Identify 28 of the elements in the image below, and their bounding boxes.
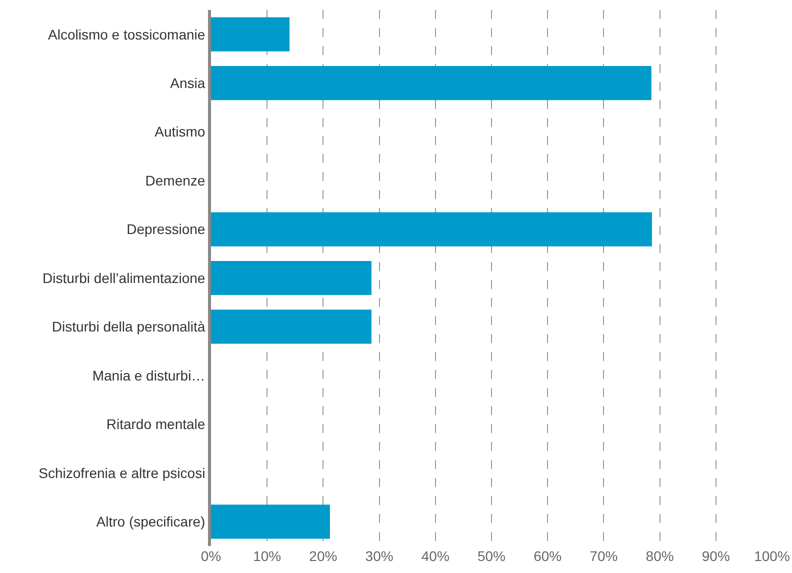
x-tick-label: 30% xyxy=(365,548,394,564)
y-tick-label: Autismo xyxy=(154,124,206,140)
y-tick-label: Ansia xyxy=(170,74,206,91)
x-tick-label: 40% xyxy=(421,548,450,564)
y-tick-label: Ritardo mentale xyxy=(106,416,206,432)
bar xyxy=(211,212,652,246)
bar xyxy=(211,504,330,539)
y-tick-label: Schizofrenia e altre psicosi xyxy=(38,464,206,481)
y-tick-label: Mania e disturbi… xyxy=(92,367,206,384)
bar xyxy=(211,310,372,344)
bar xyxy=(211,17,290,52)
x-tick-label: 0% xyxy=(200,548,222,564)
y-tick-label: Disturbi dell’alimentazione xyxy=(42,270,206,286)
x-tick-label: 80% xyxy=(646,548,674,564)
x-tick-label: 50% xyxy=(477,548,506,564)
x-tick-label: 20% xyxy=(309,548,338,564)
y-tick-label: Demenze xyxy=(145,172,206,188)
y-tick-label: Alcolismo e tossicomanie xyxy=(48,26,206,42)
y-tick-label: Depressione xyxy=(126,221,206,238)
y-tick-label: Disturbi della personalità xyxy=(52,318,206,335)
x-tick-label: 10% xyxy=(253,548,282,564)
bar xyxy=(211,66,652,100)
x-tick-label: 90% xyxy=(702,548,730,564)
x-tick-label: 60% xyxy=(534,548,562,564)
bar xyxy=(211,260,372,296)
y-tick-label: Altro (specificare) xyxy=(96,514,206,530)
x-tick-label: 100% xyxy=(754,548,790,564)
x-tick-label: 70% xyxy=(590,548,618,564)
